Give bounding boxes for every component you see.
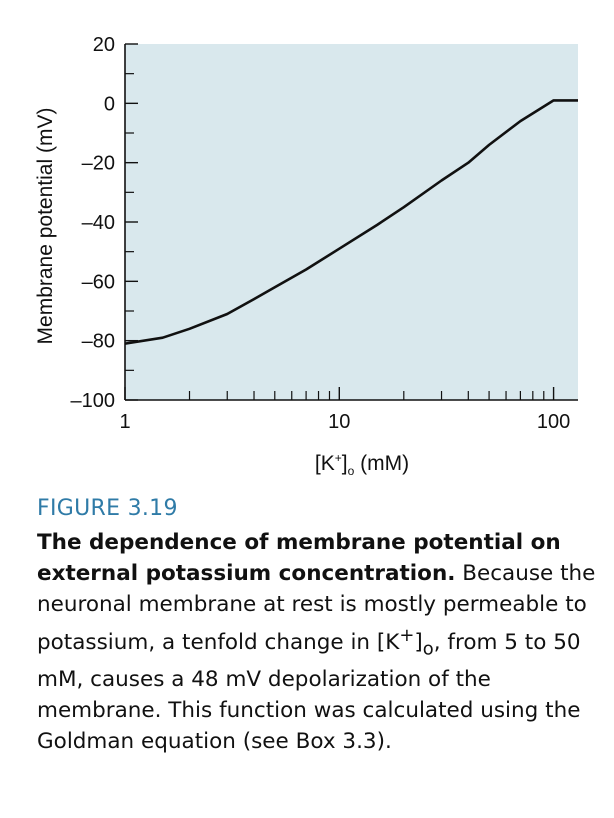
caption-text: The dependence of membrane potential on … [37,527,597,757]
caption-title: The dependence of membrane potential on … [37,530,561,586]
x-tick-label: 1 [119,411,130,433]
x-tick-label: 10 [328,411,350,433]
y-tick-label: –100 [71,390,116,412]
caption-body-2: ] [414,630,423,656]
plot-area [125,44,578,400]
y-tick-label: –60 [82,271,115,293]
y-tick-label: –40 [82,212,115,234]
y-axis-title: Membrane potential (mV) [34,108,57,345]
y-tick-label: –20 [82,153,115,175]
x-axis: 1 10 100 [119,387,578,433]
potential-curve [124,99,578,345]
membrane-potential-chart: 20 0 –20 –40 –60 –80 –100 1 10 100 Membrane pote… [34,34,578,478]
figure-caption: FIGURE 3.19 The dependence of membrane p… [37,496,597,757]
y-tick-label: 0 [104,93,115,115]
y-tick-label: 20 [93,34,115,56]
caption-body-1: Because the neuronal membrane at rest is… [37,561,596,656]
y-tick-label: –80 [82,331,115,353]
caption-body-3: , from 5 to 50 mM, causes a 48 mV depola… [37,630,581,755]
caption-sub: o [422,638,434,660]
figure-label: FIGURE 3.19 [37,496,178,521]
x-axis-title: [K+]o (mM) [315,451,409,478]
x-tick-label: 100 [537,411,570,433]
caption-sup: + [399,625,415,646]
y-axis: 20 0 –20 –40 –60 –80 –100 [71,34,138,412]
